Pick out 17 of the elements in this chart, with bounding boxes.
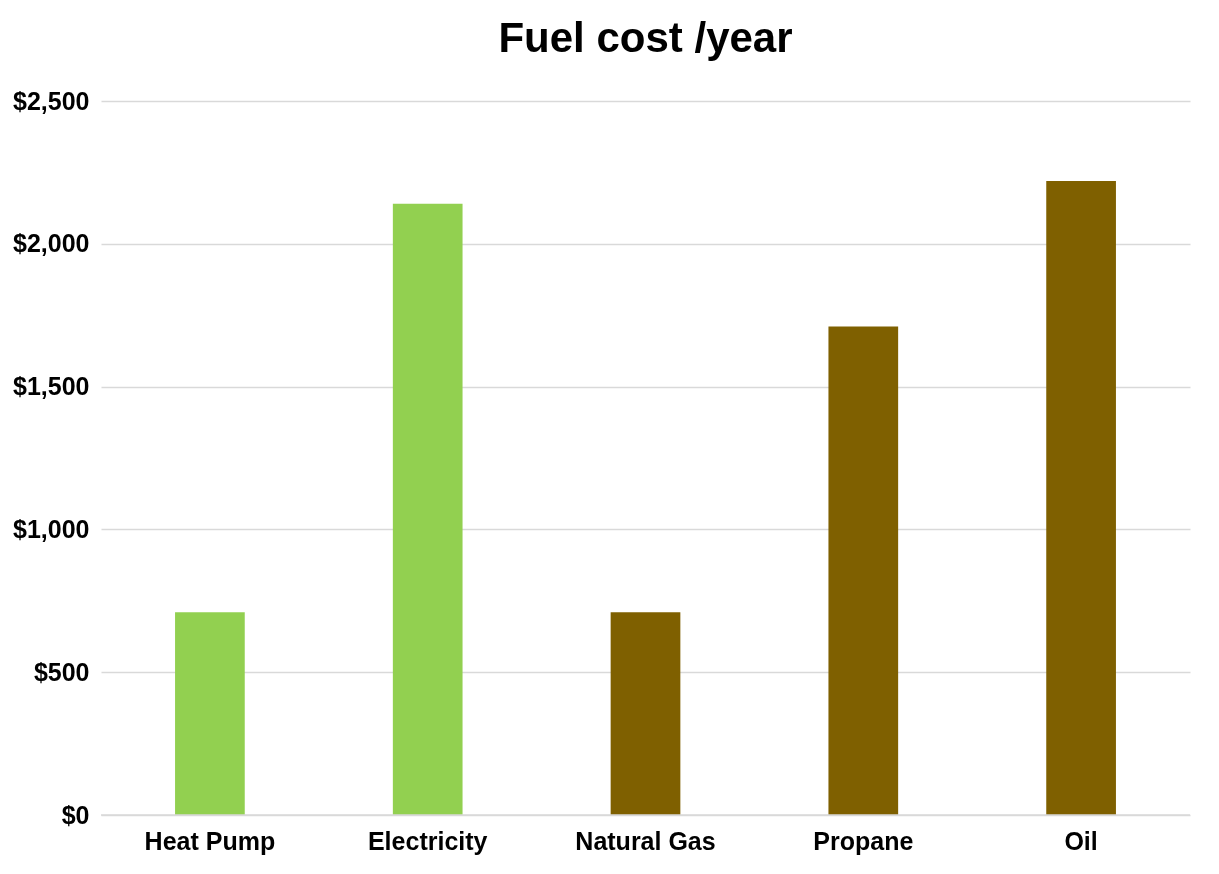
y-tick-label: $1,500 — [13, 372, 90, 401]
x-tick-label: Oil — [1064, 826, 1098, 855]
bar — [610, 612, 681, 815]
y-tick-label: $0 — [61, 800, 90, 829]
x-tick-label: Heat Pump — [144, 826, 276, 855]
y-tick-label: $2,500 — [13, 86, 90, 115]
chart-title: Fuel cost /year — [498, 14, 793, 61]
x-tick-label: Propane — [813, 826, 914, 855]
x-tick-label: Natural Gas — [575, 826, 716, 855]
y-tick-label: $2,000 — [13, 229, 90, 258]
bar — [175, 612, 245, 815]
y-tick-label: $500 — [33, 657, 90, 686]
bar — [828, 326, 899, 815]
y-tick-label: $1,000 — [13, 514, 90, 543]
bar — [1046, 180, 1116, 815]
x-tick-label: Electricity — [367, 826, 488, 855]
bar — [392, 203, 463, 815]
